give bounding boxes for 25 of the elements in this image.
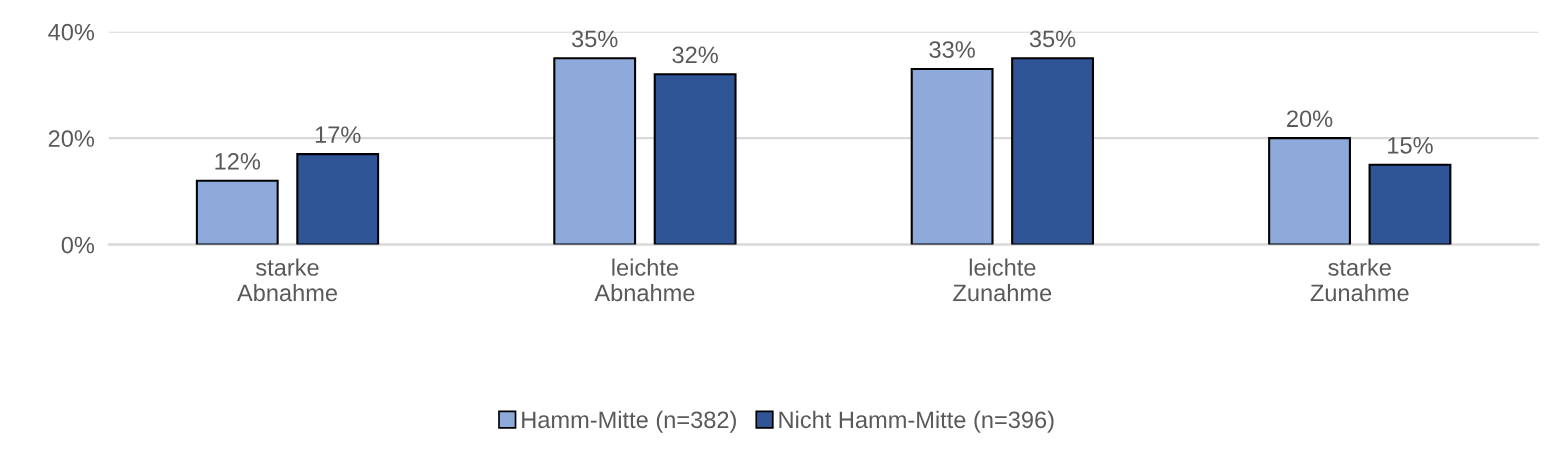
y-tick-label: 20% [48, 130, 95, 147]
x-tick-label: starke Zunahme [1310, 258, 1409, 302]
bar [195, 179, 279, 245]
bar [1368, 163, 1452, 245]
legend-label: Hamm-Mitte (n=382) [522, 410, 736, 433]
bar [296, 153, 380, 245]
x-tick-label: leichte Zunahme [953, 258, 1052, 302]
data-label: 17% [315, 126, 361, 143]
y-tick-label: 0% [61, 236, 95, 254]
data-label: 20% [1287, 110, 1333, 128]
y-tick-label: 40% [48, 23, 95, 41]
data-label: 35% [571, 30, 618, 48]
data-label: 15% [1388, 137, 1433, 154]
x-tick-label: starke Abnahme [237, 258, 337, 302]
bar [1011, 57, 1094, 245]
bar [653, 73, 737, 245]
bar [910, 67, 994, 245]
legend-label: Nicht Hamm-Mitte (n=396) [779, 410, 1054, 433]
bar [1268, 137, 1351, 245]
bar [553, 57, 637, 245]
data-label: 12% [215, 152, 261, 170]
data-label: 35% [1029, 30, 1076, 48]
x-tick-label: leichte Abnahme [594, 258, 695, 302]
data-label: 32% [672, 46, 718, 64]
data-label: 33% [929, 41, 975, 58]
